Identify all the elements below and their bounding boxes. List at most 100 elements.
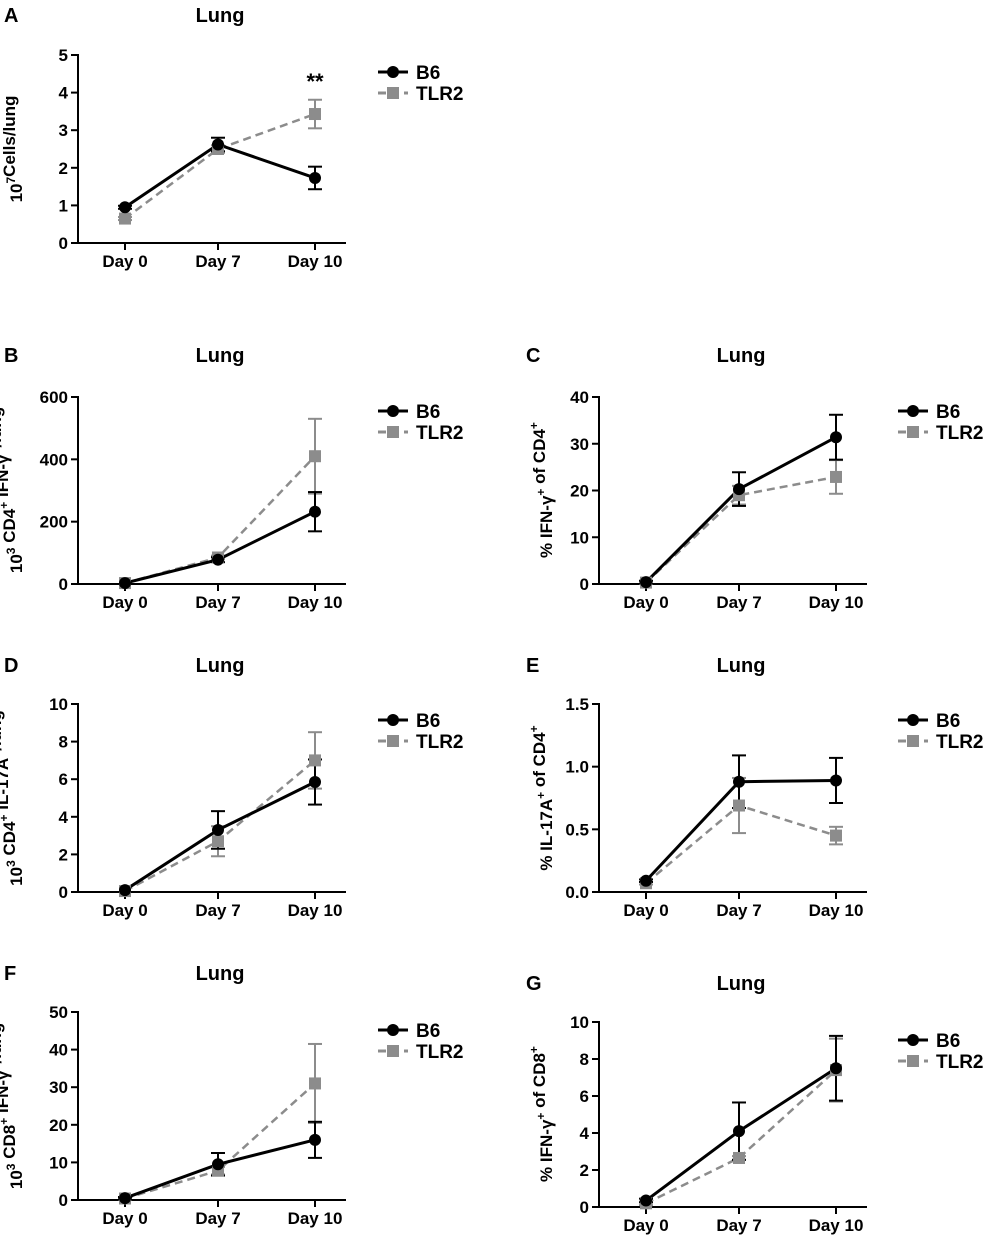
legend-label-tlr2-g: TLR2	[936, 1052, 984, 1073]
panel-title-b: Lung	[196, 345, 245, 367]
panel-title-g: Lung	[717, 973, 766, 995]
y-tick-label-b: 0	[59, 575, 68, 594]
panel-letter-b: B	[4, 345, 18, 367]
panel-letter-a: A	[4, 5, 18, 27]
legend-label-tlr2-b: TLR2	[416, 423, 464, 444]
data-point-b6-b	[119, 577, 131, 590]
legend-marker-tlr2-d	[387, 735, 399, 747]
panel-letter-g: G	[526, 973, 542, 995]
y-tick-label-b: 200	[40, 513, 68, 532]
chart-panel-e: E Lung 0.0 0.5 1.0 1.5 Day 0 Day 7 Day 10 % IL-17…	[526, 655, 984, 920]
panel-letter-d: D	[4, 655, 18, 677]
y-tick-label-c: 40	[570, 388, 589, 407]
x-tick-label-b: Day 7	[195, 593, 240, 612]
y-tick-label-g: 2	[580, 1161, 589, 1180]
panel-title-c: Lung	[717, 345, 766, 367]
legend-label-tlr2-a: TLR2	[416, 84, 464, 105]
y-axis-label-a: 107Cells/lung	[0, 96, 26, 203]
legend-marker-b6-c	[907, 405, 919, 417]
x-tick-label-g: Day 10	[809, 1216, 864, 1235]
legend-label-b6-e: B6	[936, 711, 960, 732]
x-tick-label-e: Day 0	[623, 901, 668, 920]
y-tick-label-a: 3	[59, 121, 68, 140]
y-tick-label-b: 600	[40, 388, 68, 407]
x-tick-label-a: Day 7	[195, 252, 240, 271]
legend-marker-b6-b	[387, 405, 399, 417]
y-tick-label-g: 4	[580, 1124, 590, 1143]
y-tick-label-f: 50	[49, 1003, 68, 1022]
x-tick-label-c: Day 10	[809, 593, 864, 612]
y-tick-label-d: 2	[59, 845, 68, 864]
series-line-tlr2-a	[124, 112, 316, 220]
data-point-b6-c	[830, 431, 842, 444]
data-point-tlr2-f	[309, 1077, 321, 1090]
legend-label-b6-g: B6	[936, 1031, 960, 1052]
x-tick-label-f: Day 7	[195, 1209, 240, 1228]
y-tick-label-c: 0	[580, 575, 589, 594]
chart-panel-b: B Lung 0 200 400 600 Day 0 Day 7 Day 10 103 CD4+ …	[0, 345, 464, 612]
legend-label-tlr2-f: TLR2	[416, 1042, 464, 1063]
data-point-b6-f	[119, 1192, 131, 1205]
x-tick-label-a: Day 10	[288, 252, 343, 271]
data-point-b6-g	[640, 1194, 652, 1207]
series-line-tlr2-c	[645, 475, 837, 584]
y-tick-label-g: 0	[580, 1198, 589, 1217]
legend-label-tlr2-c: TLR2	[936, 423, 984, 444]
data-point-tlr2-d	[309, 754, 321, 767]
data-point-b6-d	[212, 823, 224, 836]
x-tick-label-d: Day 0	[102, 901, 147, 920]
y-tick-label-d: 4	[59, 808, 69, 827]
panel-title-e: Lung	[717, 655, 766, 677]
x-tick-label-a: Day 0	[102, 252, 147, 271]
y-tick-label-f: 40	[49, 1041, 68, 1060]
legend-label-b6-d: B6	[416, 711, 440, 732]
series-line-b6-c	[644, 435, 837, 584]
x-tick-label-g: Day 7	[716, 1216, 761, 1235]
legend-marker-tlr2-e	[907, 735, 919, 747]
data-point-b6-d	[309, 776, 321, 789]
y-tick-label-g: 10	[570, 1013, 589, 1032]
data-point-b6-c	[640, 576, 652, 589]
data-point-tlr2-c	[830, 470, 842, 483]
data-point-b6-e	[640, 874, 652, 887]
significance-annotation-a: **	[306, 69, 324, 94]
series-line-b6-b	[124, 510, 316, 585]
y-tick-label-g: 8	[580, 1050, 589, 1069]
panel-letter-e: E	[526, 655, 539, 677]
y-axis-label-d: 103 CD4+ IL-17A+/lung	[0, 710, 26, 886]
y-tick-label-f: 0	[59, 1191, 68, 1210]
y-tick-label-e: 1.5	[565, 695, 589, 714]
x-tick-label-d: Day 7	[195, 901, 240, 920]
series-line-b6-e	[644, 778, 837, 882]
data-point-tlr2-b	[309, 450, 321, 463]
y-tick-label-d: 10	[49, 695, 68, 714]
data-point-b6-b	[212, 553, 224, 566]
series-line-tlr2-f	[124, 1082, 316, 1200]
legend-marker-b6-a	[387, 66, 399, 78]
y-axis-label-g: % IFN-γ+ of CD8+	[527, 1046, 556, 1182]
data-point-b6-a	[309, 171, 321, 184]
data-point-tlr2-e	[830, 829, 842, 842]
x-tick-label-c: Day 0	[623, 593, 668, 612]
legend-label-b6-f: B6	[416, 1021, 440, 1042]
legend-label-tlr2-e: TLR2	[936, 732, 984, 753]
y-tick-label-a: 1	[59, 196, 68, 215]
y-tick-label-d: 8	[59, 733, 68, 752]
y-tick-label-a: 5	[59, 46, 68, 65]
data-point-b6-c	[733, 483, 745, 496]
y-tick-label-g: 6	[580, 1087, 589, 1106]
chart-panel-g: G Lung 0 2 4 6 8 10 Day 0 Day 7 Day 10 % IFN-γ+ of …	[526, 973, 984, 1235]
panel-title-d: Lung	[196, 655, 245, 677]
x-tick-label-b: Day 10	[288, 593, 343, 612]
data-point-b6-b	[309, 505, 321, 518]
data-point-tlr2-a	[309, 108, 321, 121]
x-tick-label-e: Day 7	[716, 901, 761, 920]
data-point-b6-a	[212, 138, 224, 151]
legend-label-tlr2-d: TLR2	[416, 732, 464, 753]
x-tick-label-b: Day 0	[102, 593, 147, 612]
panel-title-f: Lung	[196, 963, 245, 985]
legend-marker-tlr2-c	[907, 426, 919, 438]
y-tick-label-a: 2	[59, 159, 68, 178]
chart-panel-d: D Lung 0 2 4 6 8 10 Day 0 Day 7 Day 10 103 CD4+ IL-…	[0, 655, 464, 920]
data-point-b6-f	[309, 1133, 321, 1146]
